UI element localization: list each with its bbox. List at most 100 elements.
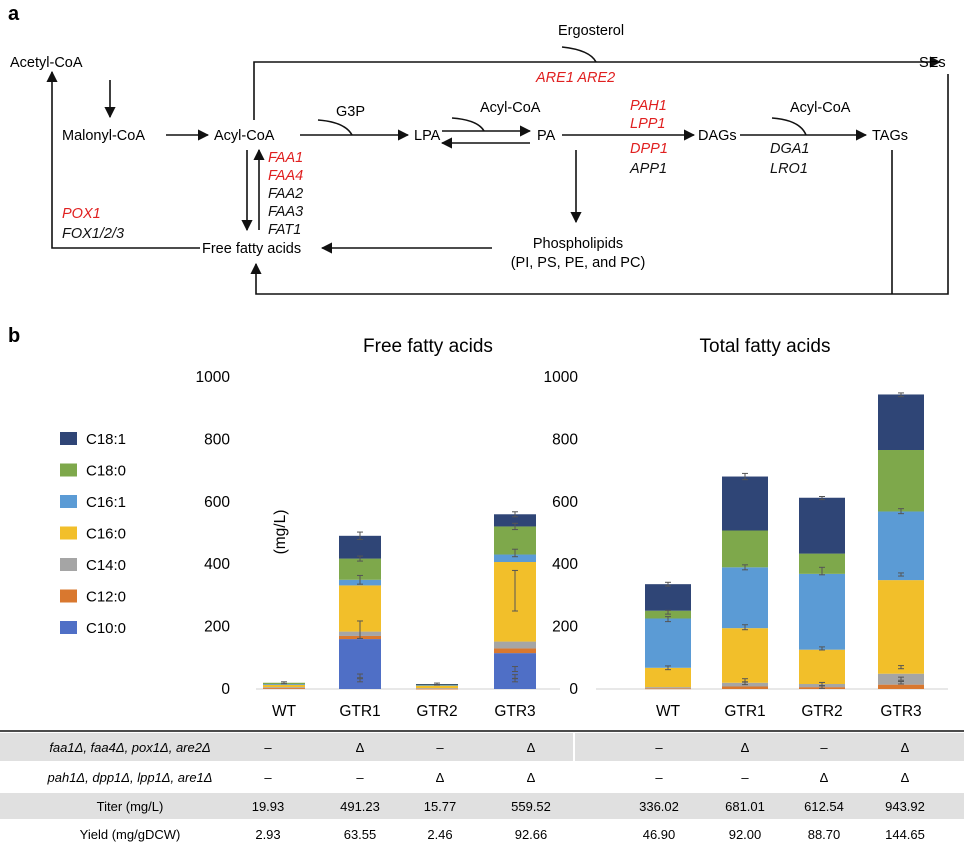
chart-total-fatty-acids: 0 200 400 600 800 1000 WT GTR1 GTR2 GTR3 xyxy=(544,369,948,720)
table-row-shade xyxy=(0,793,964,819)
table-cell: 19.93 xyxy=(252,799,285,814)
legend-label: C18:0 xyxy=(86,463,126,480)
table-cell: 15.77 xyxy=(424,799,457,814)
legend: C18:1 C18:0 C16:1 C16:0 C14:0 C12:0 C10:0 xyxy=(60,431,126,637)
y-tick-label: 0 xyxy=(569,681,578,698)
table-cell: 2.46 xyxy=(427,827,452,842)
table-cell: – xyxy=(264,770,272,785)
chart-total-title: Total fatty acids xyxy=(700,336,831,357)
node-ergosterol: Ergosterol xyxy=(558,23,624,39)
table-cell: 612.54 xyxy=(804,799,844,814)
node-acyl-coa-2: Acyl-CoA xyxy=(480,100,541,116)
node-free-fatty-acids: Free fatty acids xyxy=(202,241,301,257)
gene-faa4: FAA4 xyxy=(268,168,303,184)
legend-swatch xyxy=(60,432,77,445)
node-pa: PA xyxy=(537,128,556,144)
bar-segment-c16-1 xyxy=(494,554,536,563)
bar-segment-c16-0 xyxy=(416,685,458,689)
pathway-labels: Acetyl-CoA Malonyl-CoA Acyl-CoA G3P LPA … xyxy=(10,23,946,271)
table-cell: – xyxy=(655,770,663,785)
table-cell: 88.70 xyxy=(808,827,841,842)
legend-label: C14:0 xyxy=(86,557,126,574)
chart-free-fatty-acids: 0 200 400 600 800 1000 WT GTR1 GTR2 GTR3 xyxy=(196,369,560,720)
bar-segment-c16-0 xyxy=(645,667,691,688)
table-cell: 559.52 xyxy=(511,799,551,814)
table-row-label: Titer (mg/L) xyxy=(97,799,164,814)
table-cell: – xyxy=(655,740,663,755)
legend-swatch xyxy=(60,463,77,477)
gene-faa3: FAA3 xyxy=(268,204,303,220)
y-tick-label: 1000 xyxy=(544,369,579,386)
table-row-shade xyxy=(0,733,964,761)
y-tick-label: 800 xyxy=(204,431,230,448)
y-tick-label: 400 xyxy=(204,556,230,573)
gene-fox: FOX1/2/3 xyxy=(62,226,124,242)
bar-segment-c18-0 xyxy=(878,450,924,512)
g3p-curve xyxy=(317,119,353,136)
arrow-acyl-to-ses xyxy=(253,56,942,120)
y-tick-label: 200 xyxy=(204,619,230,636)
bar-segment-c12-0 xyxy=(263,688,305,689)
bar-segment-c16-0 xyxy=(799,649,845,685)
gene-app1: APP1 xyxy=(629,161,667,177)
table-cell: Δ xyxy=(436,770,445,785)
bar-segment-c18-1 xyxy=(878,394,924,451)
gene-faa1: FAA1 xyxy=(268,150,303,166)
node-ses: SEs xyxy=(919,55,946,71)
pathway-diagram xyxy=(46,46,949,295)
node-phospholipids: Phospholipids xyxy=(533,236,623,252)
table-cell: Δ xyxy=(527,770,536,785)
table-cell: 92.00 xyxy=(729,827,762,842)
table-cell: Δ xyxy=(741,740,750,755)
legend-label: C10:0 xyxy=(86,620,126,637)
table-cell: 491.23 xyxy=(340,799,380,814)
y-tick-label: 200 xyxy=(552,619,578,636)
gene-fat1: FAT1 xyxy=(268,222,301,238)
node-lpa: LPA xyxy=(414,128,441,144)
table-cell: – xyxy=(820,740,828,755)
chart-free-title: Free fatty acids xyxy=(363,336,493,357)
bar-segment-c16-1 xyxy=(263,684,305,685)
table-cell: Δ xyxy=(527,740,536,755)
gene-lpp1: LPP1 xyxy=(630,116,665,132)
table-cell: 336.02 xyxy=(639,799,679,814)
node-acyl-coa: Acyl-CoA xyxy=(214,128,275,144)
node-phospholipids-sub: (PI, PS, PE, and PC) xyxy=(511,255,646,271)
gene-pox1: POX1 xyxy=(62,206,101,222)
bar-segment-c16-1 xyxy=(645,618,691,668)
bar-segment-c14-0 xyxy=(263,687,305,689)
bar-segment-c16-0 xyxy=(878,580,924,674)
arrow-lipids-to-ffa xyxy=(250,74,949,295)
arrow-ffa-to-acetyl xyxy=(46,70,200,249)
node-acyl-coa-3: Acyl-CoA xyxy=(790,100,851,116)
table-cell: – xyxy=(436,740,444,755)
x-tick-label: GTR1 xyxy=(339,703,380,720)
legend-swatch xyxy=(60,589,77,603)
table-row-label: Yield (mg/gDCW) xyxy=(80,827,181,842)
bar-segment-c12-0 xyxy=(878,684,924,689)
table-cell: Δ xyxy=(820,770,829,785)
table-cell: – xyxy=(264,740,272,755)
gene-dga1: DGA1 xyxy=(770,141,810,157)
node-g3p: G3P xyxy=(336,104,365,120)
y-axis-label: (mg/L) xyxy=(272,510,289,555)
y-tick-label: 0 xyxy=(221,681,230,698)
bar-segment-c12-0 xyxy=(494,648,536,654)
ergosterol-curve xyxy=(561,46,597,63)
legend-swatch xyxy=(60,526,77,540)
x-tick-label: GTR2 xyxy=(416,703,457,720)
node-malonyl-coa: Malonyl-CoA xyxy=(62,128,145,144)
table-cell: Δ xyxy=(901,740,910,755)
x-tick-label: GTR3 xyxy=(880,703,921,720)
x-tick-label: GTR2 xyxy=(801,703,842,720)
y-tick-label: 600 xyxy=(552,494,578,511)
bar-segment-c18-1 xyxy=(339,535,381,559)
table-cell: 63.55 xyxy=(344,827,377,842)
bar-segment-c12-0 xyxy=(416,688,458,690)
acyl-coa-curve-2 xyxy=(451,117,485,132)
node-acetyl-coa: Acetyl-CoA xyxy=(10,55,83,71)
bar-segment-c16-0 xyxy=(263,684,305,688)
legend-swatch xyxy=(60,495,77,508)
legend-swatch xyxy=(60,558,77,571)
